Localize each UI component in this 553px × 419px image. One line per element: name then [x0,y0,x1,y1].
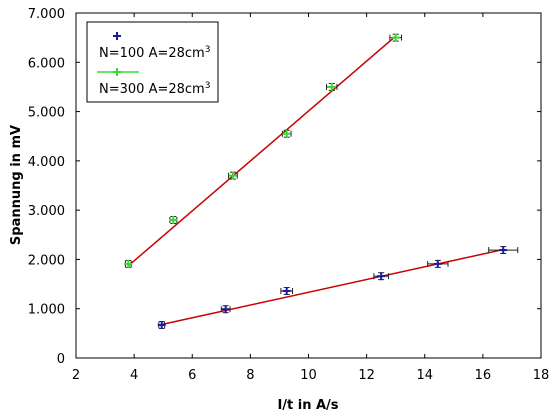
x-tick-label: 8 [246,368,254,383]
y-tick-label: 1.000 [28,303,65,318]
legend-label-superscript: 3 [205,81,211,91]
data-point [124,259,133,268]
x-tick-label: 16 [475,368,492,383]
x-tick-label: 4 [130,368,138,383]
x-tick-label: 6 [188,368,196,383]
legend-label-superscript: 3 [205,45,211,55]
x-axis-title: I/t in A/s [277,398,338,413]
plot-area [124,33,519,329]
legend-entry: N=100 A=28cm3 [99,32,210,61]
x-tick-label: 18 [533,368,550,383]
fit-line [127,35,397,267]
data-point [280,286,294,295]
data-point [389,33,402,42]
y-tick-label: 2.000 [28,253,65,268]
legend-entry: N=300 A=28cm3 [97,68,210,97]
y-tick-label: 0 [57,352,65,367]
legend-box [86,21,219,103]
legend-label: N=300 A=28cm3 [99,81,210,97]
y-tick-label: 5.000 [28,106,65,121]
series-1 [157,246,519,329]
x-tick-label: 12 [358,368,375,383]
x-tick-label: 14 [416,368,433,383]
data-point [326,82,338,91]
legend: N=100 A=28cm3 N=300 A=28cm3 [86,21,219,103]
data-point [228,171,238,180]
data-point [220,305,231,314]
legend-label: N=100 A=28cm3 [99,45,210,61]
data-point [281,129,292,138]
data-point [427,259,449,268]
y-tick-label: 7.000 [28,7,65,22]
data-point [373,272,389,281]
data-point [157,320,166,329]
x-tick-label: 10 [300,368,317,383]
series-2 [124,33,402,268]
data-point [169,216,178,224]
y-tick-label: 3.000 [28,204,65,219]
y-tick-label: 6.000 [28,56,65,71]
fit-line [161,248,504,326]
y-tick-label: 4.000 [28,155,65,170]
data-point [488,246,519,255]
x-tick-label: 2 [72,368,80,383]
axes: 2 4 6 8 10 12 14 16 18 0 1.000 2.000 3.000 4.000 5.000… [28,7,549,383]
y-axis-title: Spannung in mV [9,125,24,245]
